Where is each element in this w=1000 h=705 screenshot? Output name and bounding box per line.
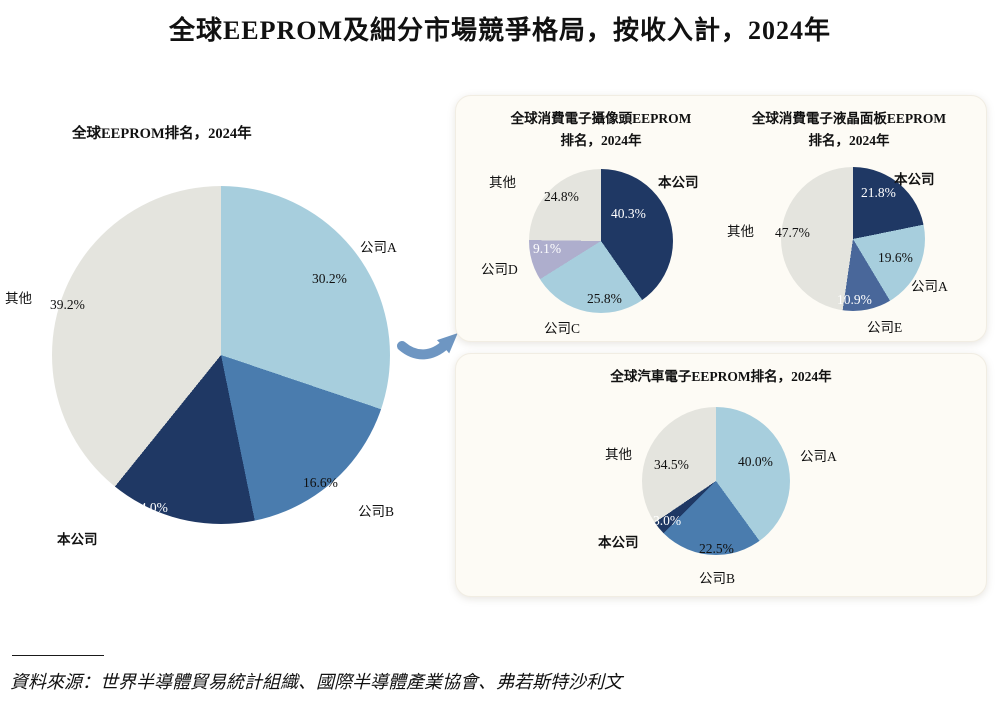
camera-value-company-d: 9.1% — [533, 241, 562, 256]
auto-value-other: 34.5% — [654, 457, 689, 472]
lcd-value-company-e: 10.9% — [837, 292, 872, 307]
auto-label-other: 其他 — [605, 447, 632, 462]
camera-eeprom-pie — [529, 169, 673, 313]
camera-pie-title-line2: 排名，2024年 — [560, 132, 642, 148]
camera-label-self: 本公司 — [658, 175, 699, 190]
auto-value-company-b: 22.5% — [699, 541, 734, 556]
global-value-company-b: 16.6% — [303, 475, 338, 490]
arrow-icon — [397, 333, 458, 360]
lcd-pie-title: 全球消費電子液晶面板EEPROM 排名，2024年 — [734, 108, 964, 151]
auto-label-self: 本公司 — [598, 535, 639, 550]
lcd-pie-title-line2: 排名，2024年 — [808, 132, 890, 148]
source-note: 資料來源：世界半導體貿易統計組織、國際半導體產業協會、弗若斯特沙利文 — [10, 672, 622, 692]
global-label-company-b: 公司B — [358, 504, 395, 519]
global-eeprom-pie — [52, 186, 390, 524]
camera-value-self: 40.3% — [611, 206, 646, 221]
auto-value-self: 3.0% — [653, 513, 682, 528]
global-value-self: 14.0% — [133, 500, 168, 515]
lcd-label-self: 本公司 — [894, 172, 935, 187]
global-pie-title: 全球EEPROM排名，2024年 — [72, 126, 252, 142]
source-rule — [12, 655, 104, 656]
automotive-card: 全球汽車電子EEPROM排名，2024年 公司A 40.0% 其他 34.5% … — [455, 353, 987, 597]
lcd-label-company-a: 公司A — [911, 279, 948, 294]
camera-label-company-c: 公司C — [544, 321, 581, 336]
lcd-value-company-a: 19.6% — [878, 250, 913, 265]
lcd-label-company-e: 公司E — [867, 320, 903, 335]
consumer-card: 全球消費電子攝像頭EEPROM 排名，2024年 本公司 40.3% 其他 24… — [455, 95, 987, 342]
global-label-company-a: 公司A — [360, 240, 397, 255]
auto-value-company-a: 40.0% — [738, 454, 773, 469]
camera-value-company-c: 25.8% — [587, 291, 622, 306]
camera-pie-title-line1: 全球消費電子攝像頭EEPROM — [510, 111, 692, 126]
lcd-label-other: 其他 — [727, 224, 754, 239]
global-label-self: 本公司 — [57, 532, 98, 547]
global-label-other: 其他 — [5, 291, 32, 306]
auto-pie-title: 全球汽車電子EEPROM排名，2024年 — [610, 369, 832, 384]
lcd-pie-title-line1: 全球消費電子液晶面板EEPROM — [751, 111, 947, 126]
camera-label-company-d: 公司D — [481, 262, 518, 277]
lcd-eeprom-pie — [781, 167, 925, 311]
lcd-value-self: 21.8% — [861, 185, 896, 200]
automotive-eeprom-pie — [642, 407, 790, 555]
global-value-company-a: 30.2% — [312, 271, 347, 286]
page-title: 全球EEPROM及細分市場競爭格局，按收入計，2024年 — [168, 16, 832, 45]
camera-pie-title: 全球消費電子攝像頭EEPROM 排名，2024年 — [486, 108, 716, 151]
camera-label-other: 其他 — [489, 175, 516, 190]
global-value-other: 39.2% — [50, 297, 85, 312]
auto-label-company-a: 公司A — [800, 449, 837, 464]
lcd-value-other: 47.7% — [775, 225, 810, 240]
auto-label-company-b: 公司B — [699, 571, 736, 586]
camera-value-other: 24.8% — [544, 189, 579, 204]
